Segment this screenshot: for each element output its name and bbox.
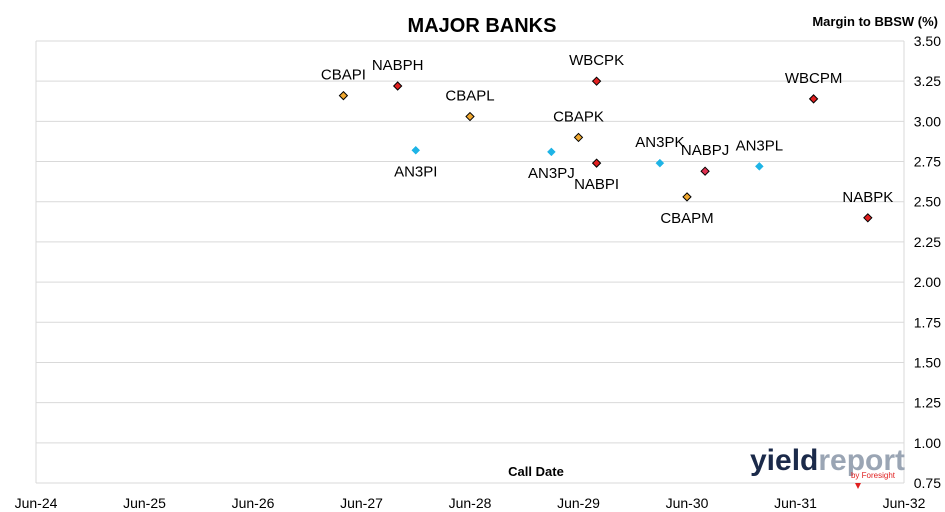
point-label-an3pl: AN3PL [736, 137, 784, 154]
point-cbapk [573, 132, 584, 143]
point-label-cbapi: CBAPI [321, 67, 366, 84]
y-tick-label: 3.00 [914, 113, 941, 129]
logo-text-part2: report [818, 444, 905, 477]
point-label-an3pk: AN3PK [635, 134, 684, 151]
point-labels: CBAPI NABPH AN3PI CBAPL AN3PJ CBAPK WBCPK NABPI… [321, 52, 893, 227]
point-label-an3pj: AN3PJ [528, 165, 575, 182]
y-tick-label: 2.75 [914, 154, 941, 170]
y-tick-label: 2.50 [914, 194, 941, 210]
grid-lines [35, 40, 905, 484]
x-tick-label: Jun-31 [774, 495, 817, 511]
x-tick-label: Jun-25 [123, 495, 166, 511]
point-label-nabpj: NABPJ [681, 142, 729, 159]
point-an3pk [655, 158, 665, 168]
point-an3pl [754, 162, 764, 171]
x-tick-label: Jun-26 [232, 495, 275, 511]
x-tick-label: Jun-24 [15, 495, 58, 511]
logo-text: yieldreport [750, 444, 905, 477]
x-tick-label: Jun-28 [449, 495, 492, 511]
y-tick-label: 1.50 [914, 354, 941, 370]
point-an3pi [411, 145, 421, 155]
point-label-nabph: NABPH [372, 57, 424, 74]
point-nabph [392, 81, 403, 91]
point-label-wbcpm: WBCPM [785, 70, 843, 87]
point-cbapm [682, 192, 692, 202]
x-axis-ticks: Jun-24 Jun-25 Jun-26 Jun-27 Jun-28 Jun-29 Jun-… [15, 495, 926, 511]
y-tick-label: 0.75 [914, 475, 941, 491]
y-tick-label: 3.50 [914, 33, 941, 49]
data-points [338, 76, 873, 223]
logo-arrow-icon [855, 483, 861, 489]
point-cbapi [338, 90, 349, 101]
x-tick-label: Jun-30 [666, 495, 709, 511]
y-tick-label: 3.25 [914, 73, 941, 89]
point-nabpj [700, 166, 710, 176]
point-an3pj [547, 147, 556, 157]
y-axis-label: Margin to BBSW (%) [812, 14, 938, 29]
point-wbcpm [808, 94, 819, 104]
point-wbcpk [591, 76, 602, 86]
yieldreport-logo: yieldreport by Foresight [750, 444, 905, 489]
y-tick-label: 1.00 [914, 435, 941, 451]
point-label-nabpi: NABPI [574, 176, 619, 193]
chart-title: MAJOR BANKS [408, 15, 557, 37]
x-tick-label: Jun-29 [557, 495, 600, 511]
x-tick-label: Jun-32 [883, 495, 926, 511]
point-label-cbapl: CBAPL [445, 88, 494, 105]
point-label-nabpk: NABPK [842, 189, 893, 206]
point-cbapl [465, 111, 475, 122]
point-label-wbcpk: WBCPK [569, 52, 624, 69]
y-axis-ticks: 0.75 1.00 1.25 1.50 1.75 2.00 2.25 2.50 2.75 3.00… [914, 33, 941, 491]
y-tick-label: 1.25 [914, 395, 941, 411]
point-label-an3pi: AN3PI [394, 163, 437, 180]
point-nabpk [863, 213, 873, 223]
y-tick-label: 1.75 [914, 314, 941, 330]
point-nabpi [591, 158, 602, 168]
logo-text-part1: yield [750, 444, 818, 477]
y-tick-label: 2.00 [914, 274, 941, 290]
logo-byline: by Foresight [851, 471, 896, 480]
point-label-cbapm: CBAPM [660, 210, 713, 227]
x-axis-label: Call Date [508, 464, 564, 479]
point-label-cbapk: CBAPK [553, 108, 604, 125]
y-tick-label: 2.25 [914, 234, 941, 250]
x-tick-label: Jun-27 [340, 495, 383, 511]
